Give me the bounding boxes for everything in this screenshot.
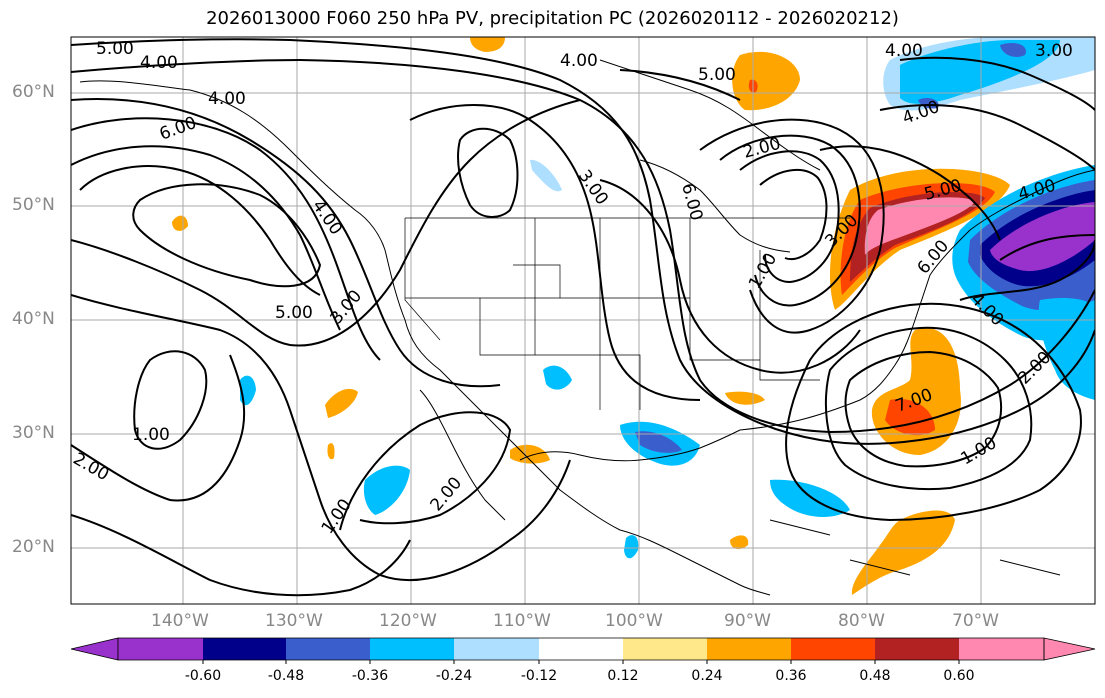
colorbar-tick-label: -0.36 [351, 668, 389, 684]
colorbar-tick-label: 0.60 [943, 668, 975, 684]
lon-label: 80°W [838, 611, 885, 631]
colorbar-swatch [118, 638, 203, 660]
lon-label: 130°W [265, 611, 323, 631]
lat-label: 30°N [12, 423, 55, 443]
lat-label: 60°N [12, 82, 55, 102]
colorbar-swatch [286, 638, 370, 660]
contour-label: 4.00 [560, 51, 598, 71]
lat-label: 40°N [12, 309, 55, 329]
colorbar-tick-label: 0.36 [775, 668, 807, 684]
colorbar-swatch [875, 638, 959, 660]
colorbar-swatch [959, 638, 1044, 660]
colorbar-tick-label: -0.24 [435, 668, 473, 684]
map-frame [70, 36, 1096, 605]
lon-label: 140°W [151, 611, 209, 631]
colorbar [70, 637, 1096, 664]
lon-label: 110°W [493, 611, 551, 631]
map-title: 2026013000 F060 250 hPa PV, precipitatio… [206, 8, 899, 29]
contour-label: 4.00 [885, 41, 923, 61]
contour-label: 5.00 [698, 65, 736, 85]
contour-label: 3.00 [1035, 41, 1073, 61]
colorbar-swatch [623, 638, 707, 660]
contour-label: 5.00 [275, 303, 313, 323]
colorbar-swatch [791, 638, 875, 660]
contour-label: 1.00 [132, 425, 170, 445]
colorbar-swatch [454, 638, 539, 660]
contour-label: 4.00 [140, 53, 178, 73]
colorbar-swatch [707, 638, 791, 660]
lon-label: 100°W [605, 611, 663, 631]
colorbar-under [70, 637, 119, 661]
colorbar-tick-label: 0.12 [607, 668, 639, 684]
lat-label: 20°N [12, 537, 55, 557]
lon-label: 120°W [379, 611, 437, 631]
colorbar-tick-label: -0.60 [184, 668, 222, 684]
coastlines [79, 59, 1095, 596]
colorbar-swatch [203, 638, 286, 660]
colorbar-tick-label: 0.48 [859, 668, 891, 684]
colorbar-tick-label: 0.24 [691, 668, 723, 684]
contour-labels: 5.00 4.00 4.00 6.00 4.00 4.00 5.00 3.00 … [71, 39, 1073, 538]
pv-contours [71, 38, 1095, 597]
lat-label: 50°N [12, 195, 55, 215]
colorbar-swatch [370, 638, 454, 660]
lon-label: 90°W [724, 611, 771, 631]
colorbar-tick-label: -0.48 [267, 668, 305, 684]
colorbar-over [1043, 637, 1096, 661]
precipitation-shading [172, 37, 1095, 595]
contour-label: 5.00 [96, 39, 134, 59]
state-borders [404, 217, 850, 410]
colorbar-tick-label: -0.12 [520, 668, 558, 684]
lon-label: 70°W [952, 611, 999, 631]
contour-label: 4.00 [208, 89, 246, 109]
colorbar-swatch [539, 638, 623, 660]
